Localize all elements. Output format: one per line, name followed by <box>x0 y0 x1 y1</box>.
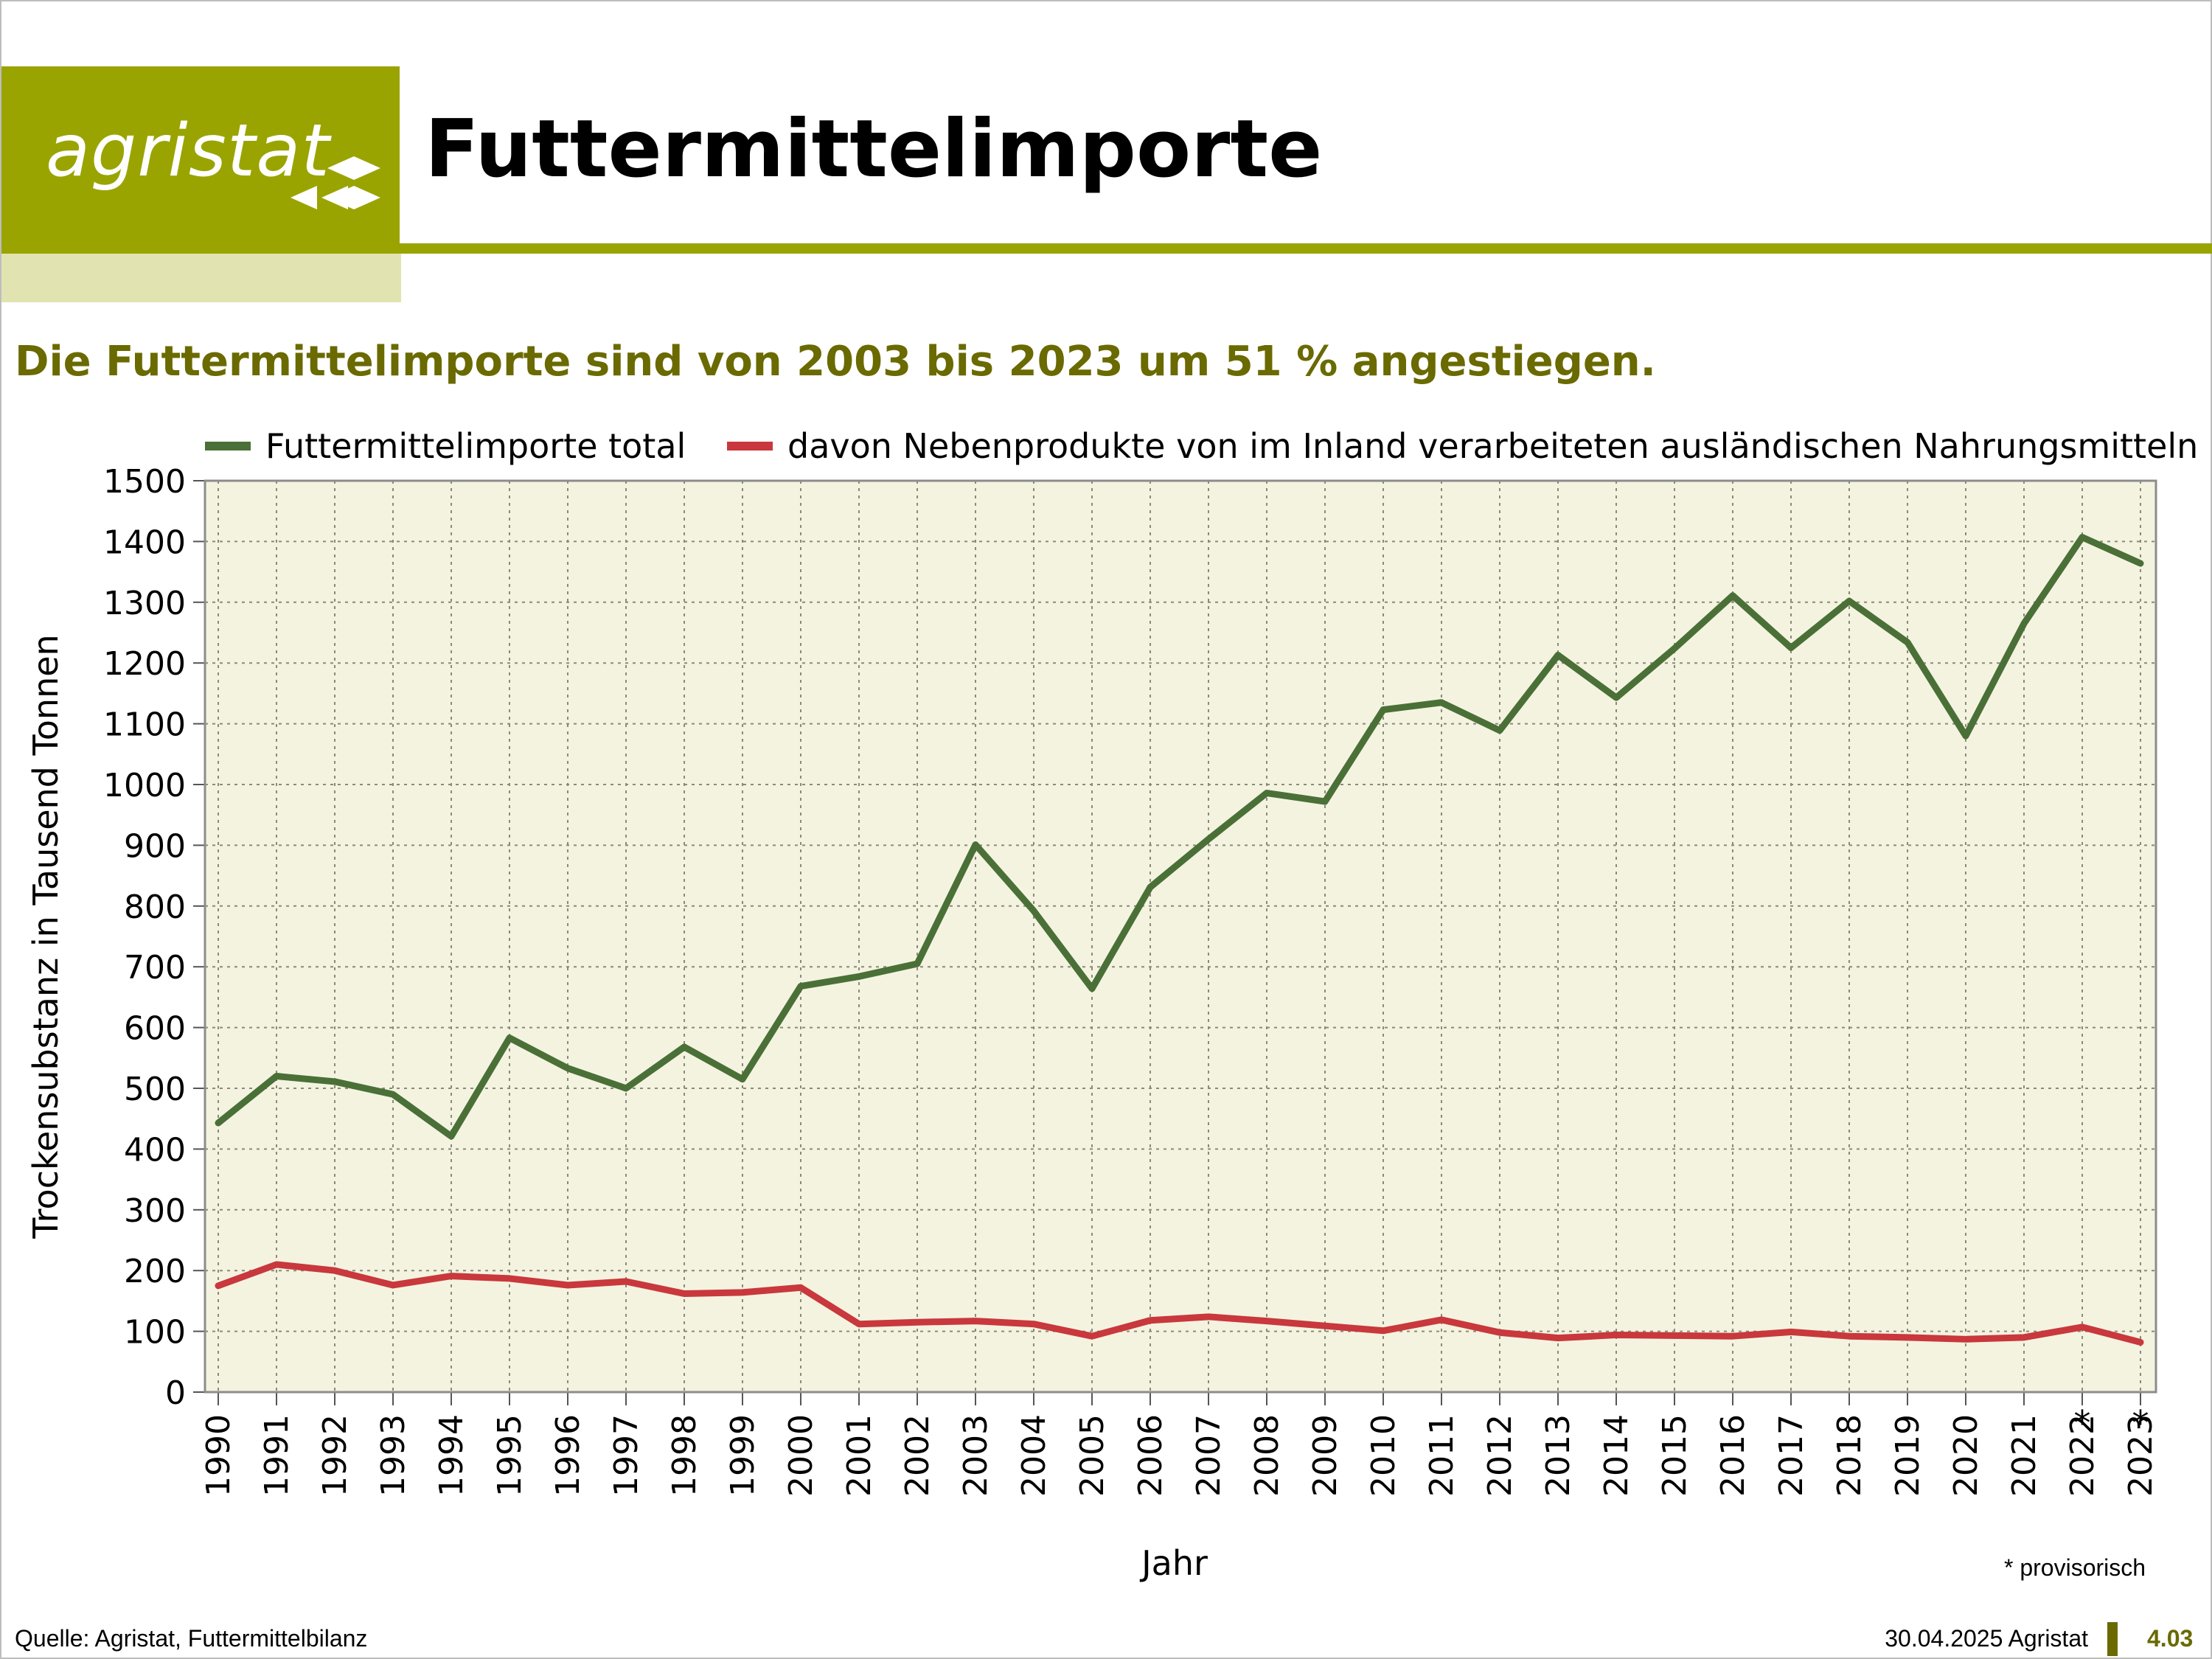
legend-swatch-total <box>205 442 251 451</box>
x-tick-label: 2016 <box>1714 1414 1752 1497</box>
y-tick-label: 1200 <box>103 645 186 683</box>
footer-date: 30.04.2025 Agristat <box>1885 1625 2088 1652</box>
x-tick-label: 2018 <box>1831 1414 1868 1497</box>
x-tick-label: 2005 <box>1074 1414 1111 1497</box>
x-tick-label: 2010 <box>1365 1414 1402 1497</box>
footer-divider <box>2107 1622 2118 1656</box>
x-tick-label: 2008 <box>1248 1414 1286 1497</box>
x-tick-label: 2020 <box>1947 1414 1985 1497</box>
y-tick-label: 100 <box>124 1314 186 1352</box>
x-tick-label: 1994 <box>433 1414 470 1497</box>
y-tick-label: 1500 <box>103 463 186 501</box>
x-tick-label: 2000 <box>782 1414 820 1497</box>
x-tick-label: 2003 <box>957 1414 995 1497</box>
x-tick-label: 2017 <box>1773 1414 1810 1497</box>
y-tick-label: 800 <box>124 888 186 926</box>
plot-area <box>205 481 2156 1392</box>
logo-text: agristat <box>46 109 330 193</box>
y-tick-label: 400 <box>124 1131 186 1169</box>
y-tick-label: 1000 <box>103 767 186 804</box>
y-axis-title: Trockensubstanz in Tausend Tonnen <box>26 634 66 1239</box>
footer-page-number: 4.03 <box>2147 1625 2194 1652</box>
footer-source: Quelle: Agristat, Futtermittelbilanz <box>15 1625 368 1652</box>
logo-underbar <box>1 254 401 302</box>
x-tick-label: 1999 <box>724 1414 762 1497</box>
y-tick-label: 600 <box>124 1010 186 1048</box>
x-tick-label: 1992 <box>316 1414 354 1497</box>
x-tick-label: 2001 <box>841 1414 878 1497</box>
y-tick-label: 700 <box>124 949 186 987</box>
x-tick-label: 2021 <box>2006 1414 2043 1497</box>
page-subtitle: Die Futtermittelimporte sind von 2003 bi… <box>15 338 1656 386</box>
x-axis-title: Jahr <box>1139 1543 1208 1583</box>
provisional-mark: * <box>2074 1403 2091 1443</box>
x-tick-label: 2019 <box>1889 1414 1927 1497</box>
y-tick-label: 0 <box>165 1374 186 1412</box>
logo-diamond-icon <box>291 156 380 209</box>
x-tick-label: 2006 <box>1132 1414 1169 1497</box>
page-title: Futtermittelimporte <box>425 103 1323 195</box>
y-tick-label: 300 <box>124 1192 186 1230</box>
plot-border <box>204 479 2157 1394</box>
x-tick-label: 1998 <box>666 1414 703 1497</box>
y-tick-label: 1300 <box>103 585 186 622</box>
y-tick-label: 1400 <box>103 524 186 561</box>
x-tick-label: 2012 <box>1481 1414 1519 1497</box>
x-tick-label: 2023 <box>2122 1414 2160 1497</box>
x-tick-label: 2015 <box>1656 1414 1694 1497</box>
y-tick-label: 500 <box>124 1071 186 1108</box>
legend-label-byproducts: davon Nebenprodukte von im Inland verarb… <box>787 426 2199 466</box>
x-tick-label: 2004 <box>1015 1414 1053 1497</box>
x-tick-label: 2011 <box>1423 1414 1461 1497</box>
x-tick-label: 1991 <box>258 1414 296 1497</box>
x-tick-label: 1996 <box>549 1414 587 1497</box>
x-tick-label: 2007 <box>1190 1414 1228 1497</box>
legend-item-total: Futtermittelimporte total <box>205 426 686 466</box>
x-tick-label: 1997 <box>608 1414 645 1497</box>
footnote-provisional: * provisorisch <box>2004 1554 2146 1581</box>
x-tick-label: 1995 <box>491 1414 529 1497</box>
x-tick-label: 1990 <box>200 1414 237 1497</box>
agristat-logo: agristat <box>1 66 400 254</box>
y-tick-label: 200 <box>124 1253 186 1290</box>
series-line-byproducts <box>215 1261 2144 1346</box>
x-tick-label: 2009 <box>1307 1414 1344 1497</box>
y-tick-label: 900 <box>124 827 186 865</box>
x-tick-label: 1993 <box>375 1414 412 1497</box>
x-tick-label: 2002 <box>899 1414 936 1497</box>
x-tick-label: 2013 <box>1540 1414 1577 1497</box>
header-rule <box>400 243 2212 254</box>
legend-swatch-byproducts <box>727 442 773 451</box>
x-tick-label: 2014 <box>1598 1414 1635 1497</box>
legend-item-byproducts: davon Nebenprodukte von im Inland verarb… <box>727 426 2199 466</box>
legend-label-total: Futtermittelimporte total <box>265 426 686 466</box>
y-tick-label: 1100 <box>103 706 186 744</box>
x-tick-label: 2022 <box>2064 1414 2101 1497</box>
provisional-mark: * <box>2132 1403 2149 1443</box>
series-line-total <box>215 534 2144 1140</box>
